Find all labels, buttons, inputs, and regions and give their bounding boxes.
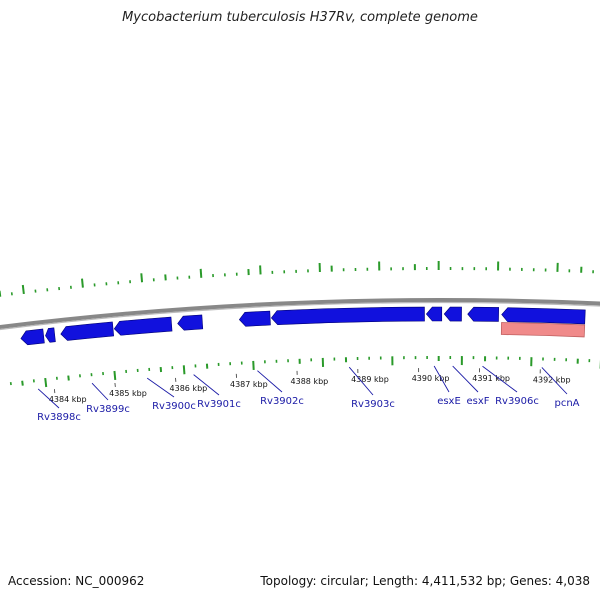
gene-arrows [20, 306, 586, 346]
gene-label-leader [452, 365, 479, 393]
ruler-tick-label: 4384 kbp [49, 395, 87, 404]
gene-label-leader [348, 366, 374, 396]
accession-text: Accession: NC_000962 [8, 574, 145, 588]
map-title: Mycobacterium tuberculosis H37Rv, comple… [122, 10, 478, 25]
gene-label[interactable]: esxF [466, 396, 489, 407]
position-ruler: 4384 kbp 4385 kbp 4386 kbp 4387 kbp 4388 kbp… [49, 368, 571, 404]
gene-labels: Rv3898c Rv3899c Rv3900c Rv3901c Rv3902c Rv390… [37, 365, 580, 423]
gene-arrow[interactable] [425, 306, 443, 322]
genome-summary-text: Topology: circular; Length: 4,411,532 bp… [260, 574, 590, 588]
gene-label-leader [482, 365, 518, 393]
gc-skew-upper-ticks [0, 260, 594, 297]
gene-label-leader [541, 367, 568, 395]
gene-label[interactable]: esxE [437, 396, 461, 407]
gene-arrow[interactable] [270, 306, 425, 325]
reverse-strand-feature [500, 322, 586, 338]
gene-arrow[interactable] [238, 310, 271, 327]
gc-tick-upper [21, 284, 25, 295]
gc-tick-upper [199, 268, 203, 278]
ruler-tick-label: 4387 kbp [230, 380, 268, 389]
ruler-tick-label: 4386 kbp [170, 384, 208, 393]
gc-tick-lower [44, 377, 48, 388]
gene-label[interactable]: Rv3900c [152, 401, 196, 412]
gene-label[interactable]: pcnA [554, 398, 579, 409]
gene-arrow[interactable] [45, 327, 56, 343]
ruler-tick-label: 4391 kbp [472, 374, 510, 383]
gene-arrow[interactable] [20, 328, 45, 346]
gene-label[interactable]: Rv3903c [351, 399, 395, 410]
gc-tick-lower [67, 375, 70, 381]
gene-label[interactable]: Rv3906c [495, 396, 539, 407]
gene-arrow[interactable] [443, 306, 462, 322]
gc-tick-lower [182, 365, 186, 375]
ruler-tick-label: 4392 kbp [533, 375, 571, 384]
gene-label[interactable]: Rv3898c [37, 412, 81, 423]
ruler-tick-label: 4388 kbp [291, 377, 329, 386]
gc-tick-lower [113, 370, 117, 381]
gene-label-leader [433, 365, 450, 393]
genome-backbone [0, 298, 600, 330]
genome-backbone-shadow [0, 301, 600, 331]
gene-arrow[interactable] [467, 306, 500, 322]
ruler-tick-label: 4389 kbp [351, 375, 389, 384]
reverse-strand-features [500, 322, 586, 338]
gene-label-leader [193, 374, 220, 396]
gene-arrow[interactable] [113, 316, 173, 336]
gene-label[interactable]: Rv3901c [197, 399, 241, 410]
gc-tick-upper [81, 278, 84, 288]
gene-label-leader [37, 388, 60, 409]
gene-arrow[interactable] [177, 314, 204, 331]
gene-label-leader [257, 370, 283, 393]
gene-label-leader [91, 382, 109, 401]
gc-tick-upper [140, 273, 144, 283]
gc-tick-lower [21, 380, 24, 386]
gene-arrow[interactable] [60, 321, 115, 341]
ruler-tick-label: 4390 kbp [412, 374, 450, 383]
gene-label[interactable]: Rv3899c [86, 404, 130, 415]
gene-label[interactable]: Rv3902c [260, 396, 304, 407]
gene-label-leader [146, 377, 175, 398]
gc-content-lower-ticks [9, 355, 600, 388]
ruler-tick-label: 4385 kbp [109, 389, 147, 398]
gene-arrow[interactable] [501, 307, 586, 325]
